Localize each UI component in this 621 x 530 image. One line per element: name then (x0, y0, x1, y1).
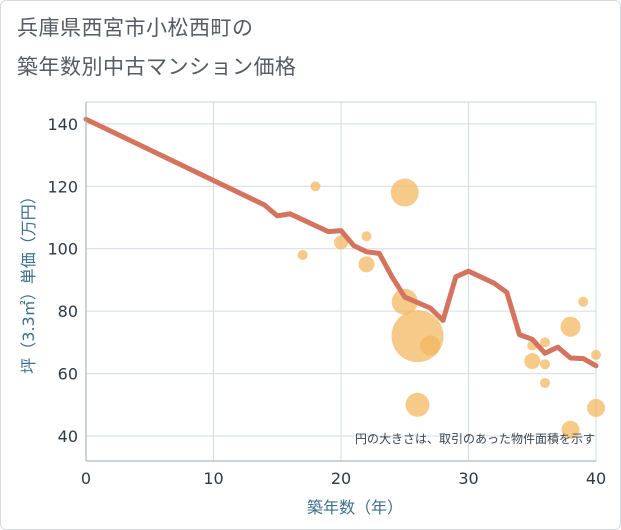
x-tick-label: 0 (81, 469, 91, 488)
bubble-point (540, 359, 550, 370)
bubble-point (591, 349, 601, 360)
x-tick-label: 10 (203, 469, 223, 488)
bubble-point (334, 235, 348, 250)
average-line-series (83, 116, 599, 369)
bubble-point (310, 181, 321, 192)
bubble-point (560, 316, 581, 337)
bubble-point (561, 420, 580, 439)
bubble-point (540, 337, 550, 348)
y-tick-label: 60 (58, 365, 78, 384)
y-tick-label: 140 (47, 115, 78, 134)
bubble-point (297, 249, 308, 260)
bubble-point (391, 310, 444, 363)
bubble-point (587, 398, 605, 417)
bubble-point (578, 296, 589, 307)
y-axis-label: 坪（3.3㎡）単価（万円） (19, 188, 38, 373)
bubble-point (420, 335, 441, 356)
average-price-line (83, 116, 599, 369)
bubble-point (524, 353, 541, 370)
chart-title-line-1: 兵庫県西宮市小松西町の (17, 16, 254, 40)
bubble-series (297, 178, 605, 439)
y-tick-label: 100 (47, 240, 78, 259)
bubble-point (540, 377, 550, 388)
y-tick-label: 40 (58, 427, 78, 446)
bubble-size-note: 円の大きさは、取引のあった物件面積を示す (355, 431, 595, 446)
bubble-point (391, 288, 418, 315)
x-axis-label: 築年数（年） (307, 498, 403, 517)
y-tick-label: 120 (47, 177, 78, 196)
bubble-point (390, 178, 419, 207)
x-tick-label: 30 (458, 469, 478, 488)
bubble-point (361, 231, 372, 242)
axes: 0 10 20 30 40 40 60 80 100 120 140 (47, 102, 606, 488)
bubble-point (405, 392, 430, 417)
y-tick-label: 80 (58, 302, 78, 321)
x-tick-label: 40 (586, 469, 606, 488)
chart-title-line-2: 築年数別中古マンション価格 (17, 55, 297, 79)
x-tick-label: 20 (331, 469, 351, 488)
bubble-point (358, 256, 375, 273)
